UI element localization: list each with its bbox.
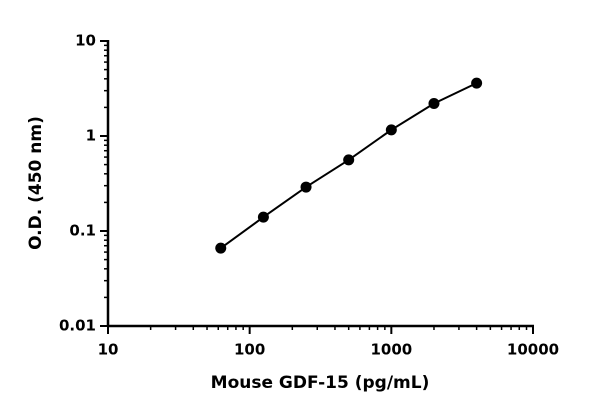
y-tick-label: 0.01 [59,317,96,335]
x-tick-label: 1000 [370,341,412,359]
y-tick-label: 0.1 [69,222,96,240]
x-tick-label: 10 [98,341,119,359]
data-point [471,77,483,89]
data-point [385,124,397,136]
data-point [343,154,355,166]
x-axis-title: Mouse GDF-15 (pg/mL) [211,373,430,393]
y-axis-title: O.D. (450 nm) [26,116,46,250]
x-tick-label: 100 [234,341,265,359]
fit-line [220,82,478,249]
y-tick-label: 10 [75,32,96,50]
data-point [428,97,440,109]
y-tick-label: 1 [86,127,96,145]
data-point [215,242,227,254]
x-tick-label: 10000 [507,341,559,359]
data-point [300,181,312,193]
data-point [257,211,269,223]
